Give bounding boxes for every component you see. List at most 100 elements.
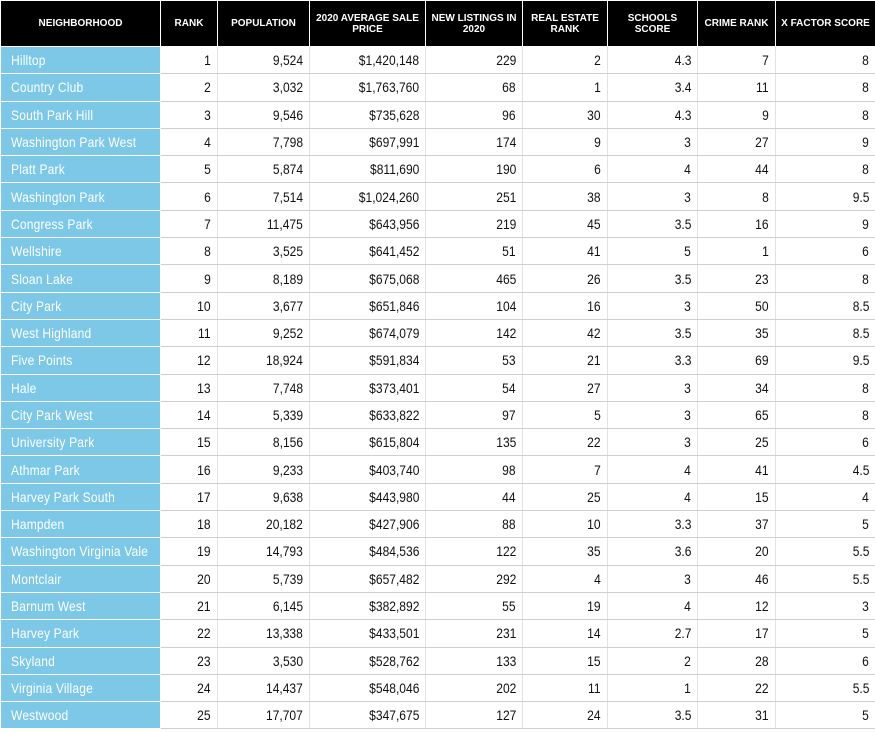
crime-rank-cell-text: 27 bbox=[755, 134, 769, 151]
real-estate-rank-cell: 27 bbox=[522, 374, 608, 402]
neighborhood-name: Athmar Park bbox=[0, 455, 161, 484]
table-row: Harvey Park South 17 9,638 $443,980 44 25 4 15 4 bbox=[0, 483, 875, 512]
average-sale-price-cell-text: $651,846 bbox=[368, 297, 419, 314]
new-listings-cell-text: 292 bbox=[495, 570, 516, 587]
crime-rank-cell: 44 bbox=[697, 155, 776, 184]
population-cell-text: 3,525 bbox=[272, 243, 303, 260]
real-estate-rank-cell: 16 bbox=[522, 292, 608, 320]
new-listings-cell: 251 bbox=[425, 182, 523, 211]
x-factor-score-cell: 9.5 bbox=[775, 346, 875, 375]
rank-cell: 12 bbox=[160, 346, 218, 375]
x-factor-score-cell: 8 bbox=[775, 401, 875, 430]
average-sale-price-cell-text: $382,892 bbox=[368, 598, 419, 615]
neighborhood-name-text: Five Points bbox=[10, 352, 72, 369]
schools-score-cell-text: 2.7 bbox=[674, 625, 691, 642]
x-factor-score-cell: 8.5 bbox=[775, 319, 875, 348]
col-header-x-factor-score: X FACTOR SCORE bbox=[775, 0, 875, 47]
table-row: City Park 10 3,677 $651,846 104 16 3 50 8.5 bbox=[0, 292, 875, 320]
real-estate-rank-cell: 10 bbox=[522, 510, 608, 539]
col-header-neighborhood: NEIGHBORHOOD bbox=[0, 0, 161, 47]
new-listings-cell-text: 465 bbox=[495, 270, 516, 287]
average-sale-price-cell: $674,079 bbox=[309, 319, 426, 348]
new-listings-cell-text: 68 bbox=[502, 79, 516, 96]
new-listings-cell-text: 231 bbox=[495, 625, 516, 642]
neighborhood-name: Harvey Park South bbox=[0, 483, 161, 512]
table-row: Hale 13 7,748 $373,401 54 27 3 34 8 bbox=[0, 374, 875, 402]
x-factor-score-cell: 8 bbox=[775, 73, 875, 102]
real-estate-rank-cell-text: 22 bbox=[587, 434, 601, 451]
rank-cell-text: 23 bbox=[197, 652, 211, 669]
population-cell: 17,707 bbox=[217, 701, 310, 730]
schools-score-cell: 3.4 bbox=[607, 73, 698, 102]
neighborhood-name-text: Westwood bbox=[10, 707, 68, 724]
new-listings-cell: 229 bbox=[425, 46, 523, 75]
new-listings-cell-text: 135 bbox=[495, 434, 516, 451]
new-listings-cell: 122 bbox=[425, 537, 523, 566]
table-row: Montclair 20 5,739 $657,482 292 4 3 46 5.5 bbox=[0, 565, 875, 593]
population-cell-text: 9,638 bbox=[272, 488, 303, 505]
x-factor-score-cell-text: 8 bbox=[862, 79, 869, 96]
rank-cell-text: 10 bbox=[197, 297, 211, 314]
rank-cell: 5 bbox=[160, 155, 218, 184]
x-factor-score-cell: 8 bbox=[775, 374, 875, 402]
population-cell: 3,032 bbox=[217, 73, 310, 102]
average-sale-price-cell: $373,401 bbox=[309, 374, 426, 402]
neighborhood-name-text: Washington Park bbox=[10, 188, 105, 205]
neighborhood-name-text: Country Club bbox=[10, 79, 83, 96]
crime-rank-cell: 23 bbox=[697, 264, 776, 293]
x-factor-score-cell-text: 9 bbox=[862, 215, 869, 232]
schools-score-cell: 1 bbox=[607, 674, 698, 703]
table-row: Harvey Park 22 13,338 $433,501 231 14 2.7 17 5 bbox=[0, 619, 875, 648]
x-factor-score-cell-text: 6 bbox=[862, 434, 869, 451]
population-cell: 9,524 bbox=[217, 46, 310, 75]
x-factor-score-cell-text: 8 bbox=[862, 52, 869, 69]
crime-rank-cell-text: 65 bbox=[755, 407, 769, 423]
average-sale-price-cell: $1,024,260 bbox=[309, 182, 426, 211]
average-sale-price-cell: $484,536 bbox=[309, 537, 426, 566]
x-factor-score-cell-text: 5.5 bbox=[852, 570, 869, 587]
real-estate-rank-cell-text: 26 bbox=[587, 270, 601, 287]
population-cell-text: 9,546 bbox=[272, 106, 303, 123]
schools-score-cell-text: 3 bbox=[684, 297, 691, 314]
crime-rank-cell-text: 37 bbox=[755, 516, 769, 533]
rank-cell-text: 15 bbox=[197, 434, 211, 451]
average-sale-price-cell-text: $373,401 bbox=[368, 379, 419, 396]
crime-rank-cell-text: 69 bbox=[755, 352, 769, 369]
rank-cell-text: 9 bbox=[204, 270, 211, 287]
rank-cell-text: 11 bbox=[198, 325, 211, 342]
crime-rank-cell: 20 bbox=[697, 537, 776, 566]
real-estate-rank-cell: 22 bbox=[522, 428, 608, 457]
crime-rank-cell: 17 bbox=[697, 619, 776, 648]
average-sale-price-cell: $1,420,148 bbox=[309, 46, 426, 75]
x-factor-score-cell-text: 5 bbox=[862, 516, 869, 533]
new-listings-cell: 96 bbox=[425, 101, 523, 129]
neighborhood-name: South Park Hill bbox=[0, 101, 161, 129]
rank-cell: 15 bbox=[160, 428, 218, 457]
table-row: Country Club 2 3,032 $1,763,760 68 1 3.4 11 8 bbox=[0, 73, 875, 102]
crime-rank-cell-text: 15 bbox=[755, 488, 769, 505]
crime-rank-cell: 31 bbox=[697, 701, 776, 730]
average-sale-price-cell: $697,991 bbox=[309, 128, 426, 157]
table-row: Platt Park 5 5,874 $811,690 190 6 4 44 8 bbox=[0, 155, 875, 184]
neighborhood-name: Congress Park bbox=[0, 210, 161, 239]
x-factor-score-cell-text: 8 bbox=[862, 106, 869, 123]
new-listings-cell-text: 55 bbox=[502, 598, 516, 615]
population-cell-text: 5,874 bbox=[272, 161, 303, 178]
crime-rank-cell: 1 bbox=[697, 237, 776, 266]
new-listings-cell-text: 53 bbox=[502, 352, 516, 369]
average-sale-price-cell: $633,822 bbox=[309, 401, 426, 430]
population-cell: 13,338 bbox=[217, 619, 310, 648]
new-listings-cell: 135 bbox=[425, 428, 523, 457]
schools-score-cell: 3.3 bbox=[607, 510, 698, 539]
crime-rank-cell: 35 bbox=[697, 319, 776, 348]
new-listings-cell-text: 96 bbox=[502, 106, 516, 123]
schools-score-cell: 3 bbox=[607, 128, 698, 157]
population-cell-text: 7,798 bbox=[272, 134, 303, 151]
x-factor-score-cell-text: 9 bbox=[862, 134, 869, 151]
neighborhood-name: Five Points bbox=[0, 346, 161, 375]
rank-cell: 13 bbox=[160, 374, 218, 402]
rank-cell: 3 bbox=[160, 101, 218, 129]
average-sale-price-cell-text: $484,536 bbox=[368, 543, 419, 560]
neighborhood-name-text: Hilltop bbox=[10, 52, 46, 69]
